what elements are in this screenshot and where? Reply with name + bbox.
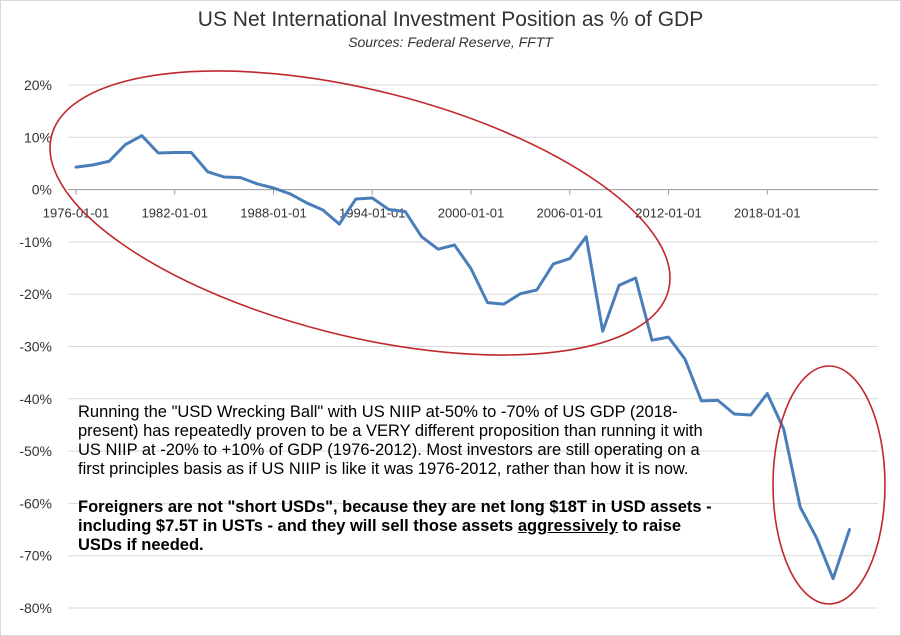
x-tick-label: 1982-01-01 [142,206,209,221]
gridlines [68,84,878,609]
x-tick-label: 2012-01-01 [635,206,702,221]
y-tick-label: 10% [24,129,52,145]
y-axis-ticks: 20% 10% 0% -10% -20% -30% -40% -50% -60% -70% -80% [19,77,52,616]
y-tick-label: -10% [19,234,52,250]
y-tick-label: 20% [24,77,52,93]
annotation-paragraph-2-end: to raise USDs if needed. [78,517,682,554]
y-tick-label: -60% [19,495,52,511]
annotation-paragraph-2-start: Foreigners are not "short USDs", because… [78,498,712,535]
annotation-textbox: Running the "USD Wrecking Ball" with US … [78,403,718,555]
y-tick-label: -50% [19,443,52,459]
y-tick-label: -30% [19,339,52,355]
x-axis: 1976-01-01 1982-01-01 1988-01-01 1994-01-01… [43,189,878,221]
x-tick-label: 2006-01-01 [537,206,604,221]
x-tick-label: 2000-01-01 [438,206,505,221]
y-tick-label: -70% [19,548,52,564]
y-tick-label: 0% [32,182,52,198]
annotation-paragraph-2: Foreigners are not "short USDs", because… [78,498,718,555]
chart-title: US Net International Investment Position… [197,8,704,31]
y-tick-label: -80% [19,600,52,616]
x-tick-label: 2018-01-01 [734,206,801,221]
annotation-emphasis: aggressively [517,517,618,535]
y-tick-label: -40% [19,391,52,407]
x-tick-label: 1976-01-01 [43,206,110,221]
annotation-paragraph-1: Running the "USD Wrecking Ball" with US … [78,403,703,478]
series-line [74,134,851,581]
chart-subtitle: Sources: Federal Reserve, FFTT [348,34,553,50]
x-tick-label: 1988-01-01 [240,206,307,221]
y-tick-label: -20% [19,286,52,302]
annotation-ellipse-recent-period [772,365,886,605]
annotation-layer [49,70,886,605]
series-layer [74,134,851,581]
annotation-ellipse-early-period [49,70,671,356]
